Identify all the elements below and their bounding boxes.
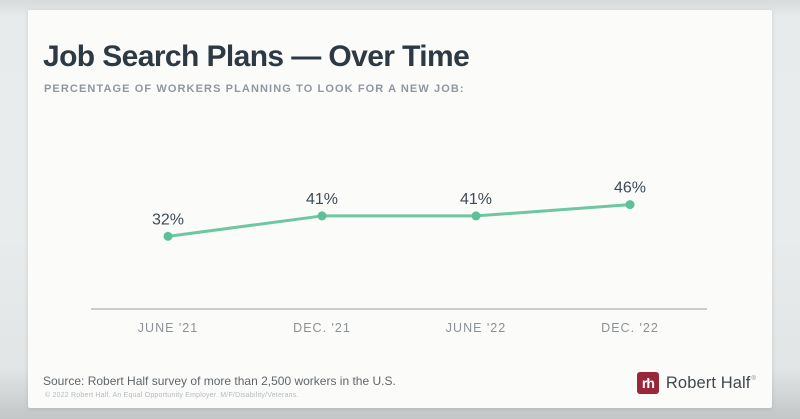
data-point	[625, 200, 635, 210]
data-point	[163, 231, 173, 241]
value-label: 41%	[460, 191, 492, 208]
robert-half-logo: rh Robert Half ®	[636, 372, 756, 394]
x-axis-label: JUNE '21	[138, 321, 198, 335]
logo-wordmark: Robert Half ®	[666, 374, 756, 393]
copyright-note: © 2022 Robert Half. An Equal Opportunity…	[45, 392, 299, 399]
source-note: Source: Robert Half survey of more than …	[43, 374, 396, 388]
data-point	[471, 211, 481, 221]
x-axis-label: DEC. '21	[293, 321, 351, 335]
page-subtitle: PERCENTAGE OF WORKERS PLANNING TO LOOK F…	[44, 83, 465, 95]
series-line	[166, 203, 632, 238]
logo-text: Robert Half	[665, 373, 751, 392]
registered-trademark: ®	[751, 375, 756, 382]
value-label: 46%	[614, 180, 646, 197]
value-label: 32%	[152, 211, 184, 228]
page-title: Job Search Plans — Over Time	[43, 40, 470, 73]
line-chart: 32% JUNE '21 41% DEC. '21 41% JUNE '22 46% DEC.…	[91, 180, 707, 335]
infographic-card: Job Search Plans — Over Time PERCENTAGE …	[28, 10, 772, 408]
value-label: 41%	[306, 191, 338, 208]
rh-monogram-icon: rh	[636, 372, 659, 394]
data-point	[317, 211, 327, 221]
x-axis-label: JUNE '22	[446, 321, 506, 335]
x-axis-label: DEC. '22	[601, 321, 659, 335]
